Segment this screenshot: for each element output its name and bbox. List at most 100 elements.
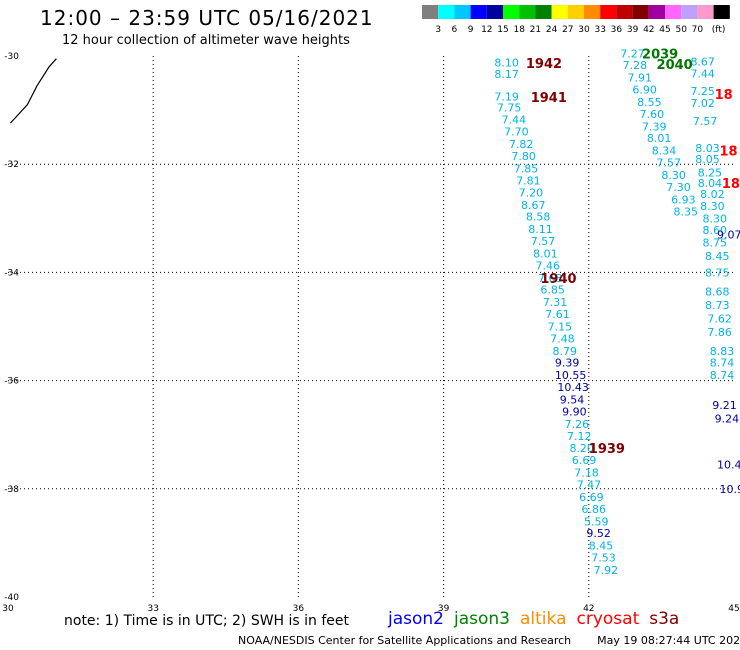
pass-time-label: 1942 (526, 57, 562, 72)
x-tick-label: 42 (583, 604, 594, 614)
wave-height-label: 8.03 (695, 142, 720, 155)
wave-height-label: 7.26 (565, 418, 590, 431)
wave-height-label: 6.93 (671, 193, 696, 206)
wave-height-label: 7.25 (690, 85, 715, 98)
wave-height-label: 7.39 (642, 120, 667, 133)
legend-label: 3 (435, 25, 441, 35)
wave-height-label: 8.83 (710, 345, 735, 358)
legend-label: 12 (481, 25, 492, 35)
wave-height-label: 8.20 (569, 442, 594, 455)
wave-height-label: 7.44 (690, 67, 715, 80)
wave-height-label: 7.44 (502, 113, 527, 126)
legend-swatch (713, 5, 730, 19)
wave-height-label: 7.02 (690, 97, 715, 110)
y-tick-label: -32 (4, 160, 19, 170)
legend-swatch (567, 5, 584, 19)
pass-time-label: 18 (719, 145, 737, 160)
y-tick-label: -34 (4, 268, 19, 278)
wave-height-label: 7.48 (550, 332, 575, 345)
satellite-name-altika: altika (520, 609, 567, 629)
wave-height-label: 7.12 (567, 430, 592, 443)
wave-height-label: 7.27 (620, 47, 645, 60)
wave-height-label: 8.45 (589, 540, 614, 553)
wave-height-label: 8.30 (703, 212, 728, 225)
legend-swatch (454, 5, 471, 19)
wave-height-label: 8.73 (705, 299, 730, 312)
wave-height-label: 8.34 (652, 145, 677, 158)
legend-unit: (ft) (712, 25, 726, 35)
legend-swatch (535, 5, 552, 19)
legend-swatch (665, 5, 682, 19)
legend-label: 50 (675, 25, 687, 35)
wave-height-label: 9.24 (715, 412, 740, 425)
wave-height-label: 8.01 (647, 132, 672, 145)
pass-time-label: 18 (715, 88, 733, 103)
satellite-name-jason2: jason2 (388, 609, 444, 629)
legend-label: 36 (611, 25, 623, 35)
wave-height-label: 8.02 (700, 188, 725, 201)
wave-height-label: 7.31 (543, 296, 568, 309)
legend-swatch (600, 5, 617, 19)
wave-height-label: 7.85 (514, 163, 539, 176)
wave-height-label: 9.07 (717, 229, 740, 242)
wave-height-label: 8.60 (703, 224, 728, 237)
x-tick-label: 39 (438, 604, 450, 614)
wave-height-label: 7.15 (548, 321, 573, 334)
satellite-legend: jason2 jason3 altika cryosat s3a (388, 609, 689, 629)
y-tick-label: -30 (4, 52, 19, 62)
satellite-name-s3a: s3a (649, 609, 680, 629)
wave-height-label: 9.52 (586, 527, 611, 540)
wave-height-label: 7.19 (494, 91, 519, 104)
wave-height-label: 5.59 (584, 515, 609, 528)
wave-height-label: 7.63 (538, 272, 563, 285)
wave-height-label: 7.30 (666, 181, 691, 194)
wave-height-label: 8.55 (637, 96, 662, 109)
wave-height-label: 8.74 (710, 357, 735, 370)
legend-swatch (470, 5, 487, 19)
wave-height-label: 8.30 (700, 200, 725, 213)
legend-swatch (616, 5, 633, 19)
legend-swatch (503, 5, 520, 19)
wave-height-label: 6.85 (540, 284, 565, 297)
y-tick-label: -38 (4, 485, 19, 495)
pass-time-label: 2039 (642, 47, 678, 62)
legend-label: 70 (692, 25, 704, 35)
legend-label: 21 (530, 25, 541, 35)
wave-height-label: 6.69 (579, 491, 604, 504)
y-tick-label: -40 (4, 593, 19, 603)
legend-swatch (648, 5, 665, 19)
pass-time-label: 2040 (657, 58, 693, 73)
wave-height-label: 7.61 (545, 308, 570, 321)
wave-height-label: 10.43 (557, 381, 589, 394)
legend-swatch (681, 5, 698, 19)
wave-height-label: 8.05 (695, 153, 720, 166)
y-tick-label: -36 (4, 377, 19, 387)
wave-height-label: 7.20 (519, 186, 544, 199)
chart-subtitle: 12 hour collection of altimeter wave hei… (62, 33, 350, 48)
wave-height-label: 8.04 (698, 177, 723, 190)
credit-text: NOAA/NESDIS Center for Satellite Applica… (238, 634, 572, 647)
credit-line: NOAA/NESDIS Center for Satellite Applica… (238, 634, 740, 647)
wave-height-label: 7.75 (497, 101, 521, 114)
x-tick-label: 33 (147, 604, 158, 614)
wave-height-label: 7.86 (707, 326, 732, 339)
wave-height-label: 6.69 (572, 454, 597, 467)
wave-height-label: 8.25 (698, 166, 723, 179)
legend-swatch (519, 5, 536, 19)
legend-label: 33 (594, 25, 605, 35)
legend-label: 30 (578, 25, 590, 35)
wave-height-label: 7.28 (623, 59, 648, 72)
legend-swatch (697, 5, 714, 19)
legend-label: 42 (643, 25, 654, 35)
wave-height-label: 7.47 (577, 478, 602, 491)
legend-swatch (584, 5, 601, 19)
wave-height-label: 10.4 (717, 458, 740, 471)
wave-height-label: 7.57 (531, 235, 556, 248)
wave-height-label: 7.57 (693, 115, 718, 128)
pass-time-label: 1940 (540, 272, 576, 287)
legend-label: 6 (452, 25, 458, 35)
wave-height-label: 7.82 (509, 138, 534, 151)
wave-height-label: 7.70 (504, 126, 528, 139)
wave-height-label: 8.30 (661, 169, 686, 182)
legend-label: 18 (513, 25, 525, 35)
